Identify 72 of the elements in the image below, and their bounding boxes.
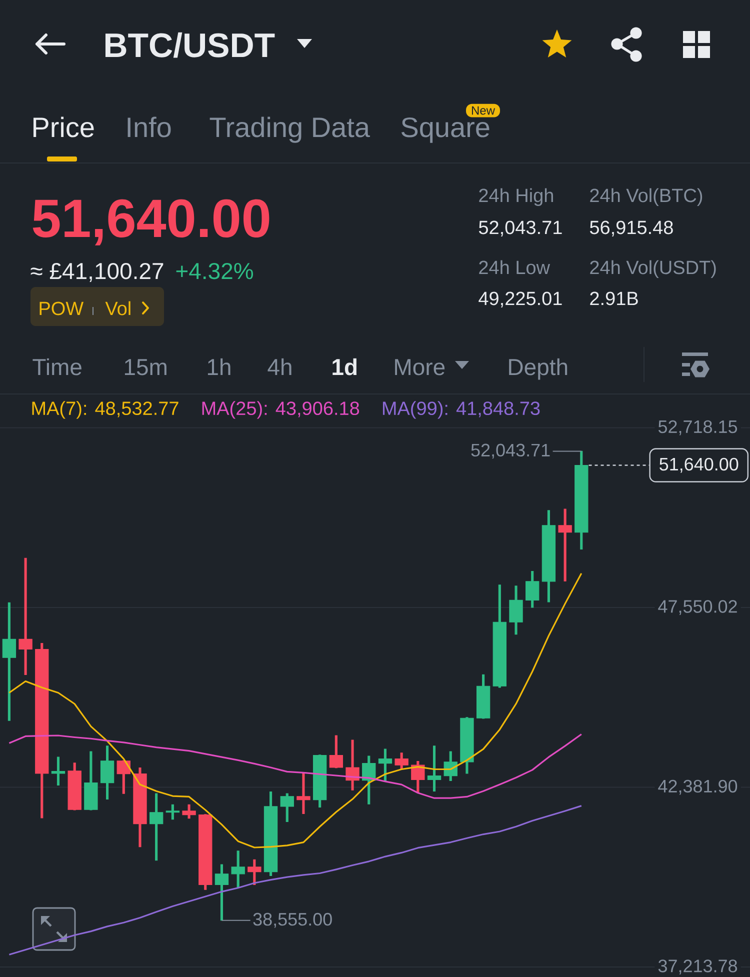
y-tick-label: 52,718.15 (658, 420, 738, 436)
line-series (8, 572, 582, 848)
candlestick (427, 746, 442, 792)
candlestick (198, 814, 212, 890)
text: Info (128, 116, 171, 138)
text: 49,225.01 (478, 292, 562, 308)
line-series (8, 805, 582, 956)
text: +4.32% (176, 262, 254, 280)
candlestick (51, 756, 66, 786)
candlestick (166, 804, 180, 820)
y-tick-label: 47,550.02 (658, 600, 737, 615)
text: 4h (268, 358, 292, 375)
candlestick (133, 768, 147, 848)
candlestick (346, 740, 360, 790)
candlestick (509, 586, 523, 635)
candlestick (116, 760, 130, 794)
candlestick (149, 793, 164, 861)
candlestick (214, 864, 229, 921)
text: 24h Vol(BTC) (590, 188, 702, 206)
text: Price (33, 116, 94, 138)
text: 24h High (479, 188, 553, 206)
annotation: 52,043.71 (471, 444, 550, 459)
candlestick (248, 859, 262, 886)
text: MA(99): 41,848.73 (382, 401, 540, 419)
y-tick-label: 37,213.78 (658, 960, 738, 974)
candlestick (476, 674, 490, 719)
candlestick (460, 717, 474, 774)
candlestick (558, 508, 572, 582)
candlestick (296, 772, 310, 814)
candlestick (35, 643, 49, 818)
candlestick (312, 754, 327, 808)
text: New (472, 106, 496, 115)
candlestick (84, 751, 98, 810)
candlestick (394, 752, 408, 769)
text: MA(25): 43,906.18 (202, 401, 360, 419)
text: Trading Data (210, 116, 370, 143)
text: 24h Low (479, 260, 550, 274)
text: Time (32, 358, 82, 376)
candlestick (542, 510, 556, 602)
candlestick (574, 450, 588, 550)
candlestick (68, 762, 82, 810)
candlestick (492, 584, 507, 688)
chart-title: BTC/USDT (105, 32, 275, 58)
candlestick (231, 850, 245, 888)
candlestick (18, 558, 32, 675)
text: 56,915.48 (590, 220, 673, 236)
text: 24h Vol(USDT) (590, 260, 716, 278)
candlestick (280, 793, 294, 822)
candlestick (378, 748, 392, 782)
text: MA(7): 48,532.77 (32, 401, 178, 419)
candlestick (411, 760, 425, 793)
candlestick (526, 571, 540, 608)
text: 52,043.71 (478, 220, 562, 236)
candlestick (2, 602, 16, 721)
text: Square (401, 117, 490, 143)
y-tick-label: 42,381.90 (658, 780, 738, 795)
text: More (395, 359, 445, 376)
ref-line-label: 51,640.00 (660, 458, 738, 473)
text: ≈ £41,100.27 (30, 262, 164, 282)
text: 1h (208, 358, 230, 375)
text: Vol (105, 301, 130, 316)
text: 1d (332, 358, 357, 376)
text: POW (40, 302, 84, 316)
candlestick (329, 735, 344, 768)
annotation: 38,555.00 (253, 912, 332, 928)
candlestick (264, 792, 278, 876)
text: 2.91B (590, 292, 638, 306)
candlestick (182, 804, 196, 819)
text: 51,640.00 (32, 199, 270, 246)
candlestick (100, 746, 114, 800)
text: 15m (124, 359, 166, 376)
text: Depth (509, 358, 568, 380)
